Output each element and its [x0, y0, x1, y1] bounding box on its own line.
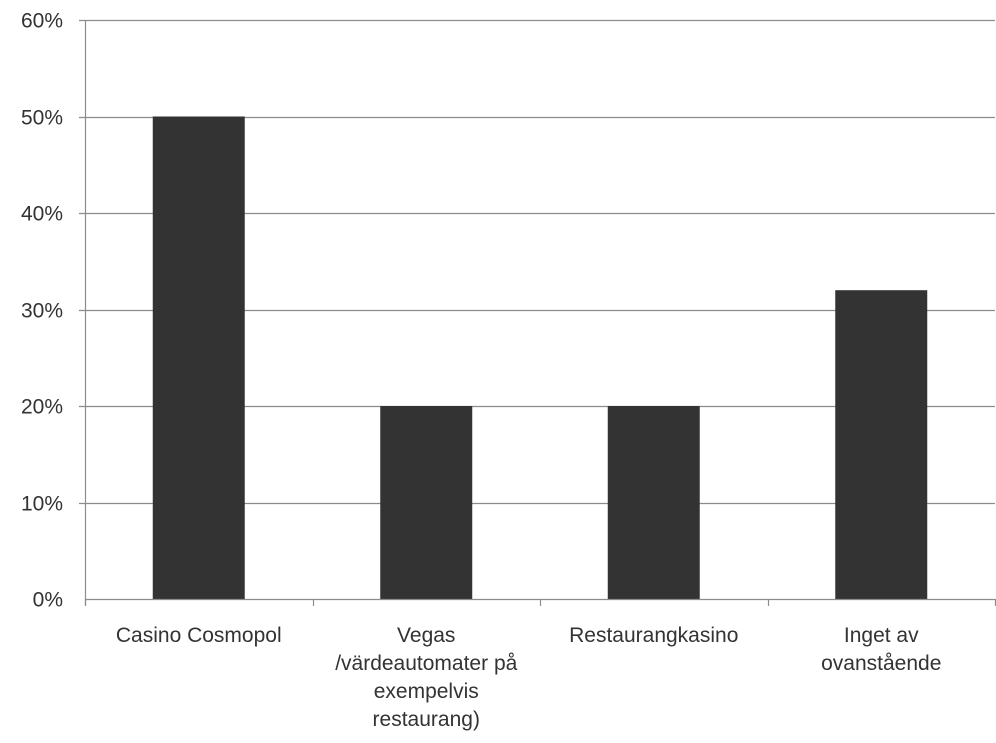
y-tick-label: 30% — [21, 300, 63, 323]
y-tick-label: 10% — [21, 493, 63, 516]
y-tick-label: 40% — [21, 203, 63, 226]
y-tick-label: 50% — [21, 107, 63, 130]
bars — [152, 116, 928, 599]
x-category-label: Inget av — [844, 624, 919, 647]
bar — [835, 290, 928, 599]
y-tick-label: 0% — [33, 589, 63, 612]
x-category-label: Vegas — [397, 624, 455, 647]
x-category-label: Casino Cosmopol — [116, 624, 282, 647]
bar — [607, 406, 700, 599]
labels: 0% 10% 20% 30% 40% 50% 60% Casino Cosmopol Vegas… — [21, 10, 941, 732]
x-category-label: Restaurangkasino — [569, 624, 738, 647]
x-category-label: restaurang) — [373, 708, 480, 731]
bar — [380, 406, 473, 599]
x-category-label: ovanstående — [821, 652, 941, 675]
y-tick-label: 20% — [21, 396, 63, 419]
x-category-label: /värdeautomater på — [335, 652, 517, 675]
y-tick-label: 60% — [21, 10, 63, 33]
bar — [152, 116, 245, 599]
x-category-label: exempelvis — [374, 680, 479, 703]
